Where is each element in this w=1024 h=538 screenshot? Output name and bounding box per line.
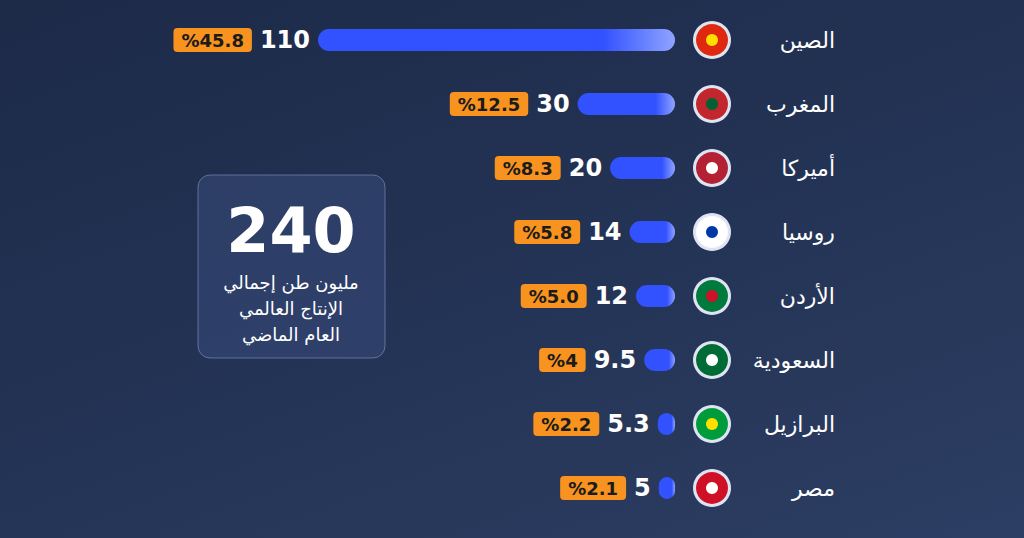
svg-text:%8.3: %8.3 — [503, 158, 553, 179]
svg-text:12: 12 — [595, 282, 628, 310]
svg-text:%4: %4 — [547, 350, 578, 371]
svg-text:%5.8: %5.8 — [522, 222, 572, 243]
svg-text:البرازيل: البرازيل — [764, 412, 835, 437]
svg-text:5.3: 5.3 — [607, 410, 650, 438]
svg-text:روسيا: روسيا — [782, 220, 835, 245]
svg-text:9.5: 9.5 — [594, 346, 637, 374]
svg-text:أميركا: أميركا — [781, 154, 835, 181]
svg-text:الصين: الصين — [780, 28, 835, 53]
svg-text:240: 240 — [226, 194, 355, 267]
svg-text:%45.8: %45.8 — [181, 30, 243, 51]
svg-text:20: 20 — [569, 154, 602, 182]
svg-text:%12.5: %12.5 — [458, 94, 520, 115]
svg-text:110: 110 — [260, 26, 310, 54]
svg-text:30: 30 — [536, 90, 569, 118]
svg-text:المغرب: المغرب — [766, 92, 835, 117]
svg-text:الإنتاج العالمي: الإنتاج العالمي — [239, 298, 343, 320]
svg-text:5: 5 — [634, 474, 651, 502]
svg-text:الأردن: الأردن — [780, 283, 835, 309]
svg-text:مصر: مصر — [791, 476, 835, 501]
svg-text:السعودية: السعودية — [753, 348, 835, 373]
svg-text:14: 14 — [588, 218, 621, 246]
svg-text:%2.2: %2.2 — [541, 414, 591, 435]
svg-text:%2.1: %2.1 — [568, 478, 618, 499]
svg-text:العام الماضي: العام الماضي — [242, 324, 340, 346]
svg-text:مليون طن إجمالي: مليون طن إجمالي — [223, 272, 359, 294]
svg-text:%5.0: %5.0 — [529, 286, 579, 307]
